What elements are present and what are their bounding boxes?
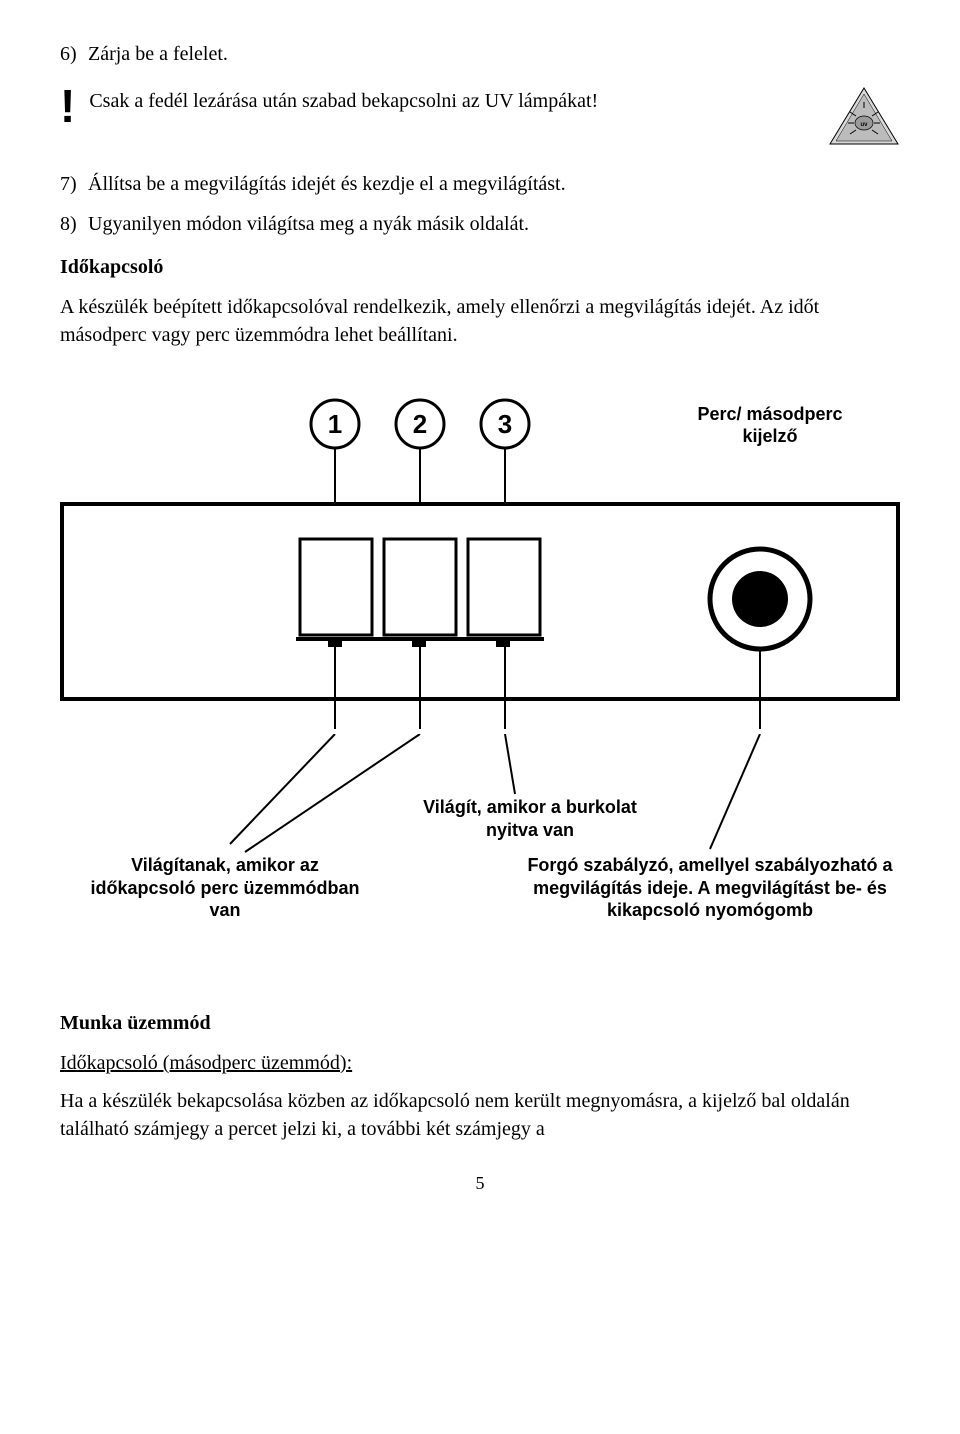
uv-label: uv <box>860 122 868 128</box>
list-text: Állítsa be a megvilágítás idejét és kezd… <box>88 170 566 198</box>
diagram-label-right: Forgó szabályzó, amellyel szabályozható … <box>520 854 900 922</box>
timer-heading: Időkapcsoló <box>60 256 900 279</box>
diagram-bottom-labels: Világítanak, amikor az időkapcsoló perc … <box>60 734 900 994</box>
uv-triangle-icon: uv <box>828 86 900 148</box>
timer-paragraph: A készülék beépített időkapcsolóval rend… <box>60 293 900 349</box>
list-number: 7) <box>60 170 88 198</box>
list-item-6: 6) Zárja be a felelet. <box>60 40 900 68</box>
list-item-8: 8) Ugyanilyen módon világítsa meg a nyák… <box>60 210 900 238</box>
list-number: 8) <box>60 210 88 238</box>
page-number: 5 <box>60 1173 900 1194</box>
diagram-label-mid: Világít, amikor a burkolat nyitva van <box>400 796 660 841</box>
callout-number-3: 3 <box>498 409 512 439</box>
list-number: 6) <box>60 40 88 68</box>
exclamation-icon: ! <box>60 86 75 127</box>
list-item-7: 7) Állítsa be a megvilágítás idejét és k… <box>60 170 900 198</box>
diagram-top-label: Perc/ másodperc kijelző <box>670 404 870 447</box>
panel-diagram: 1 2 3 <box>60 389 900 994</box>
diagram-label-left: Világítanak, amikor az időkapcsoló perc … <box>90 854 360 922</box>
work-subheading-text: Időkapcsoló (másodperc üzemmód): <box>60 1052 352 1074</box>
callout-number-2: 2 <box>413 409 427 439</box>
warning-block: ! Csak a fedél lezárása után szabad beka… <box>60 86 900 148</box>
work-subheading: Időkapcsoló (másodperc üzemmód): <box>60 1049 900 1077</box>
work-heading: Munka üzemmód <box>60 1012 900 1035</box>
work-paragraph: Ha a készülék bekapcsolása közben az idő… <box>60 1087 900 1143</box>
list-text: Zárja be a felelet. <box>88 40 228 68</box>
callout-number-1: 1 <box>328 409 342 439</box>
list-text: Ugyanilyen módon világítsa meg a nyák má… <box>88 210 529 238</box>
warning-text: Csak a fedél lezárása után szabad bekapc… <box>89 86 808 115</box>
